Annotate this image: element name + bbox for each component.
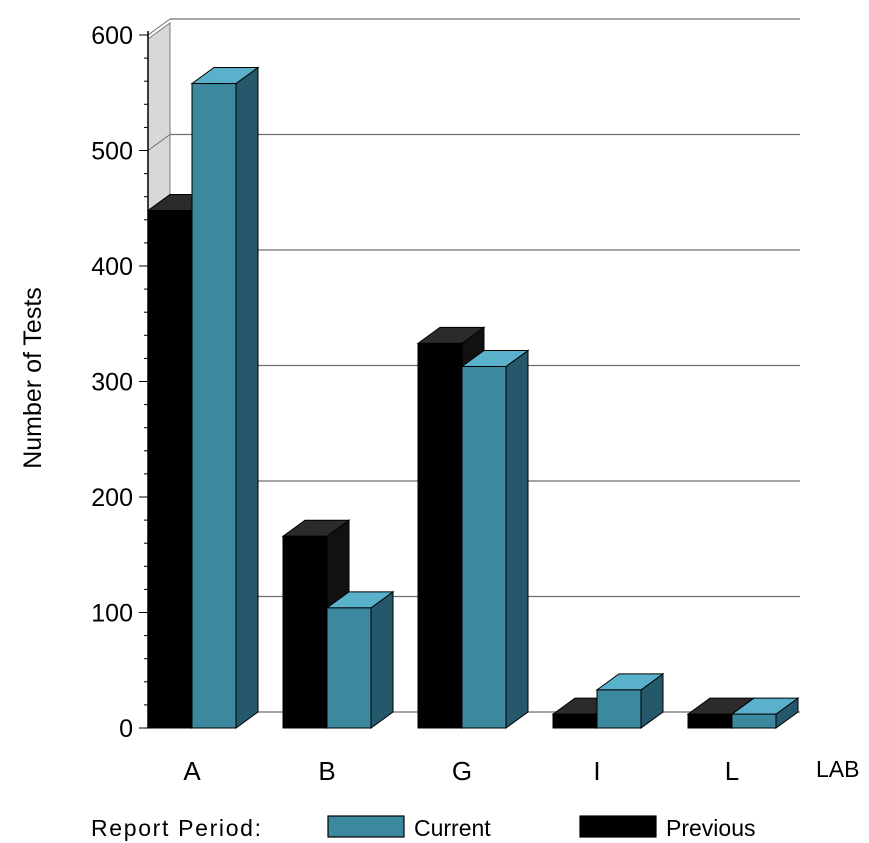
y-tick-label: 200 <box>91 484 133 512</box>
bar-current-a <box>190 66 260 729</box>
legend-label-current: Current <box>414 815 491 841</box>
bar-previous-i-front <box>552 713 598 729</box>
bar-current-g <box>460 349 530 729</box>
x-category-label: G <box>452 756 472 786</box>
bar-current-i <box>595 672 665 729</box>
y-tick-label: 0 <box>119 715 133 743</box>
bar-current-b-front <box>326 607 372 729</box>
y-tick-labels: 0 100 200 300 400 500 600 <box>91 22 133 743</box>
bar-current-g-front <box>461 365 507 729</box>
y-tick-label: 100 <box>91 600 133 628</box>
legend-title: Report Period: <box>91 815 261 841</box>
y-axis <box>139 31 149 729</box>
bar-previous-b-front <box>282 535 328 729</box>
y-tick-label: 400 <box>91 253 133 281</box>
y-tick-label: 500 <box>91 138 133 166</box>
y-tick-label: 300 <box>91 369 133 397</box>
legend-swatch-current <box>327 815 405 838</box>
bar-current-a-front <box>191 83 237 729</box>
bar-current-l-front <box>731 713 777 729</box>
bar-current-g-side <box>505 349 529 729</box>
legend-swatch-previous <box>579 815 657 838</box>
bar-previous-g-front <box>417 342 463 729</box>
bar-current-a-side <box>235 66 259 729</box>
legend: Report Period: Current Previous <box>91 815 755 841</box>
gridline-depth <box>147 134 171 151</box>
gridline-depth <box>147 18 171 36</box>
legend-label-previous: Previous <box>666 815 755 841</box>
bar-current-i-front <box>596 689 642 729</box>
bars <box>146 66 800 729</box>
y-axis-label: Number of Tests <box>19 287 47 469</box>
bar-previous-a-front <box>147 210 193 729</box>
bar-previous-l-front <box>687 713 733 729</box>
x-category-label: B <box>318 756 335 786</box>
x-category-label: A <box>183 756 201 786</box>
bar-current-b-side <box>370 590 394 729</box>
x-category-label: I <box>593 756 600 786</box>
x-category-label: L <box>725 756 739 786</box>
y-tick-label: 600 <box>91 22 133 50</box>
bar-current-b <box>325 590 395 729</box>
x-axis-label: LAB <box>816 756 859 782</box>
bar-current-l <box>730 697 800 729</box>
